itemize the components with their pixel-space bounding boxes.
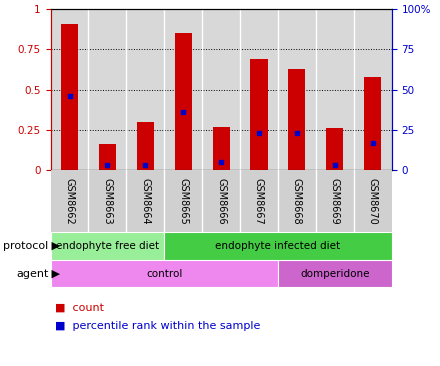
Bar (213, 127, 230, 170)
Text: control: control (146, 269, 183, 279)
Text: GSM8667: GSM8667 (254, 178, 264, 225)
Text: ■  count: ■ count (55, 302, 104, 313)
Bar (278, 260, 392, 287)
Text: GSM8669: GSM8669 (330, 178, 340, 225)
Text: GSM8662: GSM8662 (65, 178, 74, 225)
Text: GSM8666: GSM8666 (216, 178, 226, 225)
Bar (61, 24, 78, 170)
Text: GSM8668: GSM8668 (292, 178, 302, 225)
Text: protocol: protocol (3, 241, 48, 251)
Bar (175, 33, 192, 170)
Bar (99, 145, 116, 170)
Text: ■  percentile rank within the sample: ■ percentile rank within the sample (55, 321, 260, 331)
Text: domperidone: domperidone (300, 269, 370, 279)
Text: GDS491 / 3416: GDS491 / 3416 (163, 0, 279, 2)
Bar (288, 69, 305, 170)
Text: ▶: ▶ (48, 241, 60, 251)
Bar (364, 77, 381, 170)
Bar (250, 59, 268, 170)
Text: GSM8665: GSM8665 (178, 178, 188, 225)
Text: GSM8663: GSM8663 (103, 178, 113, 225)
Bar (326, 128, 343, 170)
Text: endophyte infected diet: endophyte infected diet (215, 241, 341, 251)
Bar (137, 122, 154, 170)
Text: GSM8670: GSM8670 (368, 178, 378, 225)
Text: endophyte free diet: endophyte free diet (56, 241, 159, 251)
Text: GSM8664: GSM8664 (140, 178, 150, 225)
Text: ▶: ▶ (48, 269, 60, 279)
Bar (51, 260, 278, 287)
Bar (51, 232, 164, 260)
Text: agent: agent (16, 269, 48, 279)
Bar (164, 232, 392, 260)
